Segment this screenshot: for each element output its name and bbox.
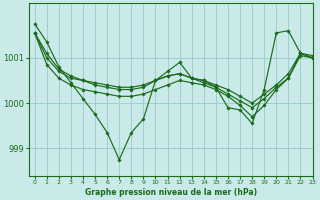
X-axis label: Graphe pression niveau de la mer (hPa): Graphe pression niveau de la mer (hPa) — [84, 188, 257, 197]
